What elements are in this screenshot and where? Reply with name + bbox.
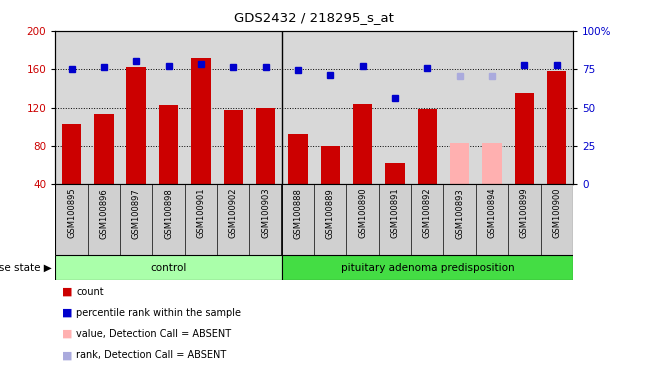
Bar bbox=[353, 104, 372, 184]
Bar bbox=[450, 143, 469, 184]
Bar bbox=[482, 143, 502, 184]
Text: GSM100892: GSM100892 bbox=[422, 188, 432, 238]
Text: GSM100900: GSM100900 bbox=[552, 188, 561, 238]
Text: ■: ■ bbox=[62, 350, 72, 360]
Text: ■: ■ bbox=[62, 329, 72, 339]
Bar bbox=[288, 134, 308, 184]
Bar bbox=[256, 108, 275, 184]
Text: GSM100891: GSM100891 bbox=[391, 188, 400, 238]
Text: ■: ■ bbox=[62, 287, 72, 297]
Bar bbox=[191, 58, 210, 184]
Text: rank, Detection Call = ABSENT: rank, Detection Call = ABSENT bbox=[76, 350, 227, 360]
Bar bbox=[126, 67, 146, 184]
Text: count: count bbox=[76, 287, 104, 297]
Text: GSM100897: GSM100897 bbox=[132, 188, 141, 238]
Text: control: control bbox=[150, 263, 187, 273]
Bar bbox=[547, 71, 566, 184]
Bar bbox=[55, 255, 282, 280]
Text: ■: ■ bbox=[62, 308, 72, 318]
Text: GSM100902: GSM100902 bbox=[229, 188, 238, 238]
Text: percentile rank within the sample: percentile rank within the sample bbox=[76, 308, 241, 318]
Bar bbox=[159, 104, 178, 184]
Text: GSM100889: GSM100889 bbox=[326, 188, 335, 238]
Bar bbox=[385, 163, 405, 184]
Text: GSM100890: GSM100890 bbox=[358, 188, 367, 238]
Text: GSM100888: GSM100888 bbox=[294, 188, 303, 239]
Bar bbox=[282, 255, 573, 280]
Text: GSM100899: GSM100899 bbox=[520, 188, 529, 238]
Text: GSM100894: GSM100894 bbox=[488, 188, 497, 238]
Bar bbox=[223, 111, 243, 184]
Text: disease state ▶: disease state ▶ bbox=[0, 263, 52, 273]
Text: value, Detection Call = ABSENT: value, Detection Call = ABSENT bbox=[76, 329, 231, 339]
Bar bbox=[417, 109, 437, 184]
Bar bbox=[320, 146, 340, 184]
Text: pituitary adenoma predisposition: pituitary adenoma predisposition bbox=[340, 263, 514, 273]
Bar bbox=[62, 124, 81, 184]
Text: GSM100893: GSM100893 bbox=[455, 188, 464, 238]
Text: GSM100901: GSM100901 bbox=[197, 188, 206, 238]
Text: GSM100903: GSM100903 bbox=[261, 188, 270, 238]
Text: GDS2432 / 218295_s_at: GDS2432 / 218295_s_at bbox=[234, 12, 394, 25]
Text: GSM100895: GSM100895 bbox=[67, 188, 76, 238]
Bar bbox=[94, 114, 113, 184]
Bar bbox=[515, 93, 534, 184]
Text: GSM100898: GSM100898 bbox=[164, 188, 173, 238]
Text: GSM100896: GSM100896 bbox=[100, 188, 108, 238]
